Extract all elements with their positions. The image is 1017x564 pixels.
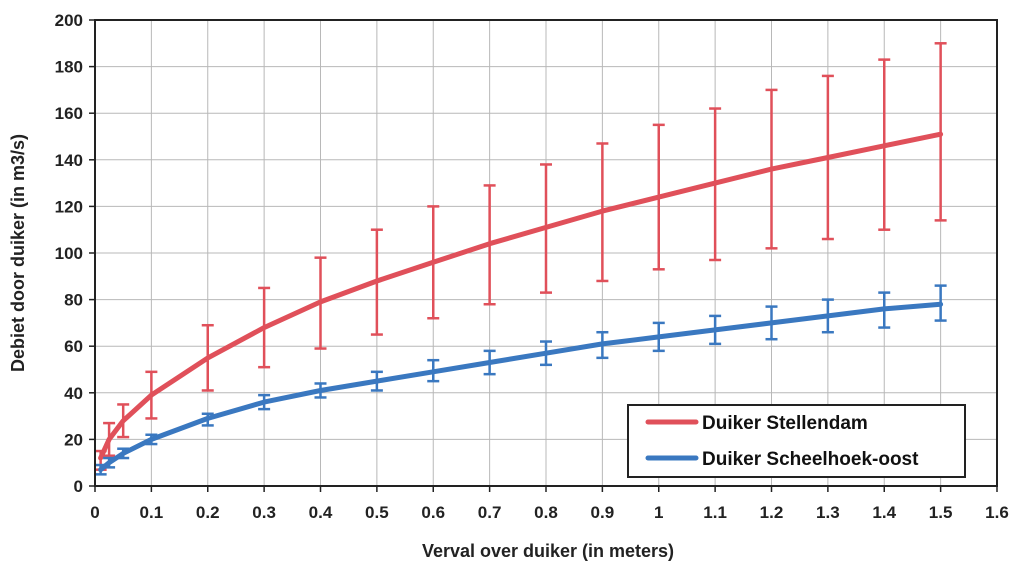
x-tick-label: 1.5	[929, 503, 953, 522]
y-axis-title: Debiet door duiker (in m3/s)	[8, 134, 28, 372]
x-tick-label: 0.6	[421, 503, 445, 522]
y-tick-label: 40	[64, 384, 83, 403]
x-tick-label: 1.1	[703, 503, 727, 522]
legend: Duiker Stellendam Duiker Scheelhoek-oost	[628, 405, 965, 477]
legend-label-scheelhoek-oost: Duiker Scheelhoek-oost	[702, 449, 919, 470]
y-tick-label: 0	[74, 477, 83, 496]
x-tick-label: 1.2	[760, 503, 784, 522]
y-tick-label: 80	[64, 291, 83, 310]
y-tick-label: 20	[64, 430, 83, 449]
y-tick-labels: 0 20 40 60 80 100 120 140 160 180 200	[55, 11, 83, 496]
x-tick-label: 0.9	[591, 503, 615, 522]
x-tick-labels: 0 0.1 0.2 0.3 0.4 0.5 0.6 0.7 0.8 0.9 1 1.1 1.2 1.3 1.…	[90, 503, 1009, 522]
x-tick-label: 0.1	[140, 503, 164, 522]
y-tick-label: 60	[64, 337, 83, 356]
x-tick-label: 0.4	[309, 503, 333, 522]
y-tick-label: 180	[55, 58, 83, 77]
legend-label-stellendam: Duiker Stellendam	[702, 413, 868, 434]
x-axis-title: Verval over duiker (in meters)	[422, 541, 674, 561]
y-tick-label: 140	[55, 151, 83, 170]
x-tick-label: 0.3	[252, 503, 276, 522]
x-tick-label: 1	[654, 503, 663, 522]
x-tick-label: 0.5	[365, 503, 389, 522]
y-tick-label: 120	[55, 197, 83, 216]
x-tick-label: 1.4	[872, 503, 896, 522]
x-tick-label: 1.3	[816, 503, 840, 522]
y-tick-label: 200	[55, 11, 83, 30]
x-tick-label: 1.6	[985, 503, 1009, 522]
x-tick-label: 0	[90, 503, 99, 522]
x-tick-label: 0.2	[196, 503, 220, 522]
y-tick-label: 100	[55, 244, 83, 263]
y-tick-label: 160	[55, 104, 83, 123]
x-tick-label: 0.7	[478, 503, 502, 522]
x-tick-label: 0.8	[534, 503, 558, 522]
